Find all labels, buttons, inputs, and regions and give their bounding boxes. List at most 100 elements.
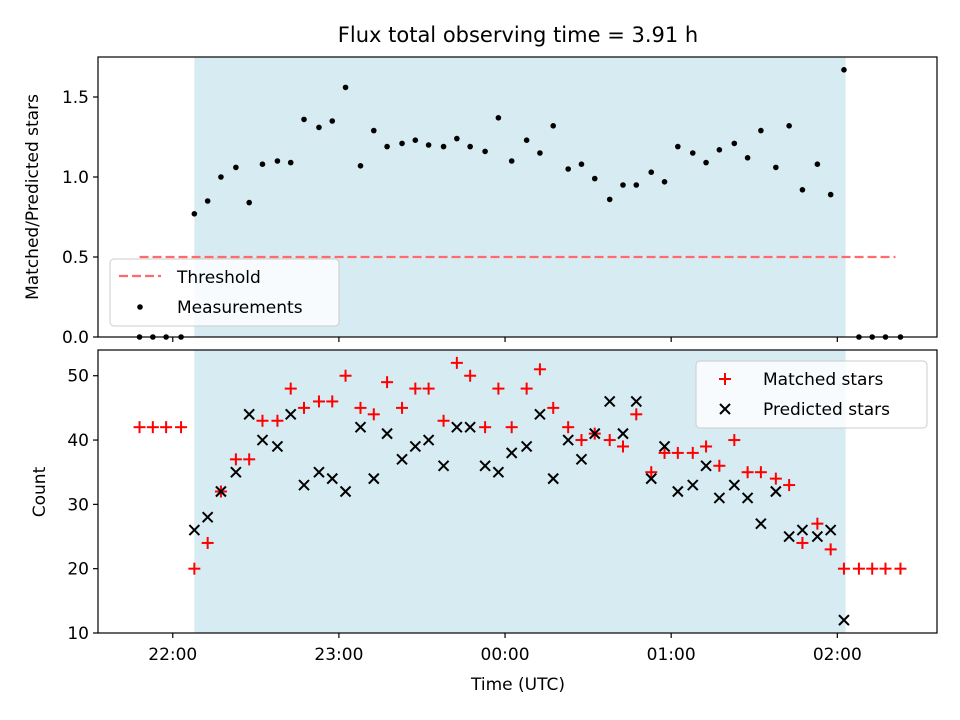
measurement-point [370,127,377,134]
predicted-star-point [422,434,435,446]
predicted-star-point [672,485,684,498]
bottom-ytick-label: 10 [67,624,89,644]
xtick-label: 22:00 [148,645,197,665]
matched-star-point [146,421,159,434]
matched-star-point [133,421,146,434]
matched-star-point [658,446,671,459]
xtick-label: 00:00 [481,645,530,665]
matched-star-point [396,401,409,414]
matched-star-point [201,536,214,549]
measurement-point [482,148,488,155]
measurement-point [689,150,696,156]
matched-star-point [783,479,796,492]
matched-star-point [796,536,809,549]
matched-star-point [741,466,754,479]
measurement-point [412,137,419,143]
measurement-point [523,137,530,143]
predicted-star-point [547,472,559,485]
measurement-point [301,116,307,123]
bottom-plot-frame [97,349,938,634]
measurement-point [744,155,751,161]
predicted-star-point [215,485,227,498]
predicted-star-point [741,492,754,504]
matched-star-point [533,363,546,376]
legend-threshold-label: Threshold [176,268,261,288]
top-ytick-label: 0.0 [62,328,89,348]
legend-matched-swatch [719,373,731,385]
matched-star-point [298,401,311,414]
measurement-point [425,142,432,148]
measurement-point [675,143,681,150]
matched-star-point [505,421,518,434]
predicted-star-point [520,440,533,453]
predicted-star-point [354,421,367,433]
measurement-point [233,164,239,171]
bottom-ytick-label: 50 [67,367,89,387]
measurement-point [218,174,224,180]
matched-star-point [422,382,435,395]
top-ytick-label: 0.5 [62,248,89,268]
matched-star-point [645,466,658,479]
measurement-point [287,159,294,166]
measurement-point [274,158,281,164]
predicted-star-point [838,614,850,626]
predicted-star-point [505,447,518,459]
matched-star-point [520,382,533,395]
legend-predicted-swatch [719,403,731,415]
matched-star-point [562,421,575,434]
matched-star-point [811,517,824,530]
measurement-point [565,166,571,172]
matched-star-point [256,414,269,427]
predicted-star-point [575,453,588,466]
predicted-star-point [339,485,352,498]
bottom-ytick-label: 20 [67,560,89,580]
measurement-point [827,191,834,198]
measurement-point [246,199,252,206]
matched-star-point [409,382,422,395]
measurement-point [495,115,502,121]
predicted-star-point [617,427,629,440]
matched-star-point [879,562,892,575]
top-plot-frame [97,56,938,338]
legend-measurements-swatch [137,304,143,310]
matched-star-point [367,408,380,421]
predicted-star-point [645,472,657,485]
top-legend: Threshold Measurements [109,258,340,327]
measurement-point [508,158,515,164]
predicted-star-point [589,427,601,440]
top-ytick-label: 1.5 [62,88,89,108]
measurement-point [620,182,626,188]
matched-star-point [284,382,297,395]
predicted-star-point [256,434,269,446]
matched-star-point [492,382,505,395]
measurement-point [329,118,336,124]
matched-star-point [603,434,616,447]
matched-star-point [575,434,588,447]
measurement-point [399,140,405,147]
predicted-star-point [630,395,642,408]
predicted-star-point [783,530,795,543]
measurement-point [384,143,390,150]
matched-star-point [312,395,325,408]
matched-star-point [894,562,907,575]
predicted-star-point [713,492,726,504]
matched-star-point [728,434,741,447]
measurement-point [204,198,211,204]
measurement-point [342,84,349,91]
predicted-star-point [326,472,338,485]
matched-star-point [326,395,339,408]
matched-star-point [754,466,767,479]
matched-star-point [160,421,173,434]
measurement-point [191,211,198,217]
predicted-star-point [534,408,546,421]
matched-star-point [866,562,879,575]
measurement-point [467,143,473,150]
matched-star-point [671,446,684,459]
matched-star-point [686,446,699,459]
predicted-star-point [824,524,837,536]
matched-star-point [630,408,643,421]
measurement-point [758,127,764,134]
measurement-point [661,179,668,185]
bottom-legend: Matched stars Predicted stars [695,360,928,429]
measurement-point [799,187,806,193]
